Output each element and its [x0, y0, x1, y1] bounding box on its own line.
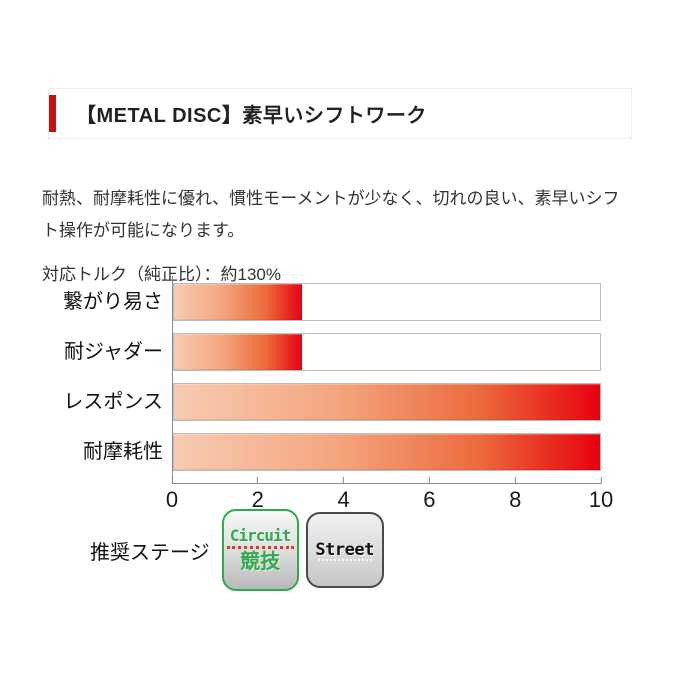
axis-tick: 4	[337, 477, 350, 513]
circuit-badge-subtext: 競技	[240, 551, 281, 573]
bar-track	[173, 333, 601, 371]
bar-track	[173, 283, 601, 321]
bar-track	[173, 433, 601, 471]
tick-label: 6	[423, 487, 436, 512]
tick-label: 4	[337, 487, 350, 512]
torque-note: 対応トルク（純正比）：約130%	[42, 265, 281, 284]
description-text: 耐熱、耐摩耗性に優れ、慣性モーメントが少なく、切れの良い、素早いシフト操作が可能…	[42, 189, 620, 240]
category-label: 耐ジャダー	[64, 341, 163, 363]
street-badge-text: Street	[315, 540, 374, 560]
circuit-badge-text: Circuit	[229, 526, 291, 545]
bar-fill	[174, 284, 302, 320]
red-accent-bar	[49, 95, 56, 132]
tick-mark	[171, 477, 173, 484]
category-label: レスポンス	[63, 391, 163, 413]
tick-mark	[343, 477, 345, 484]
axis-tick: 0	[166, 477, 178, 513]
white-dotted-line	[317, 559, 372, 562]
x-axis: 0 2 4 6 8 10	[166, 477, 613, 518]
chart-plot-area	[172, 276, 601, 483]
page-title: 【METAL DISC】素早いシフトワーク	[76, 105, 427, 127]
tick-mark	[514, 477, 516, 484]
chart-category-labels: 繋がり易さ 耐ジャダー レスポンス 耐摩耗性	[42, 276, 172, 483]
bar-fill	[174, 334, 302, 370]
tick-mark	[257, 477, 259, 484]
bar-fill	[174, 434, 600, 470]
circuit-stage-badge: Circuit 競技	[221, 509, 299, 591]
recommended-stage-label: 推奨ステージ	[90, 541, 210, 564]
street-stage-badge: Street	[305, 512, 384, 588]
performance-bar-chart: 繋がり易さ 耐ジャダー レスポンス 耐摩耗性	[42, 276, 613, 518]
axis-tick: 2	[252, 477, 264, 513]
tick-mark	[600, 477, 602, 484]
category-label: 耐摩耗性	[83, 441, 163, 463]
tick-label: 10	[588, 487, 614, 512]
bar-track	[173, 383, 601, 421]
recommended-stage-row: 推奨ステージ Circuit 競技 Street	[90, 509, 384, 591]
tick-label: 2	[251, 487, 264, 512]
tick-label: 0	[165, 487, 179, 512]
tick-mark	[428, 477, 430, 484]
bar-fill	[174, 384, 600, 420]
axis-tick: 6	[423, 477, 436, 513]
tick-label: 8	[509, 487, 522, 512]
axis-tick: 8	[509, 477, 521, 513]
category-label: 繋がり易さ	[63, 291, 163, 313]
axis-tick: 10	[589, 477, 613, 513]
section-header: 【METAL DISC】素早いシフトワーク	[48, 88, 632, 139]
red-dotted-line	[226, 546, 294, 550]
